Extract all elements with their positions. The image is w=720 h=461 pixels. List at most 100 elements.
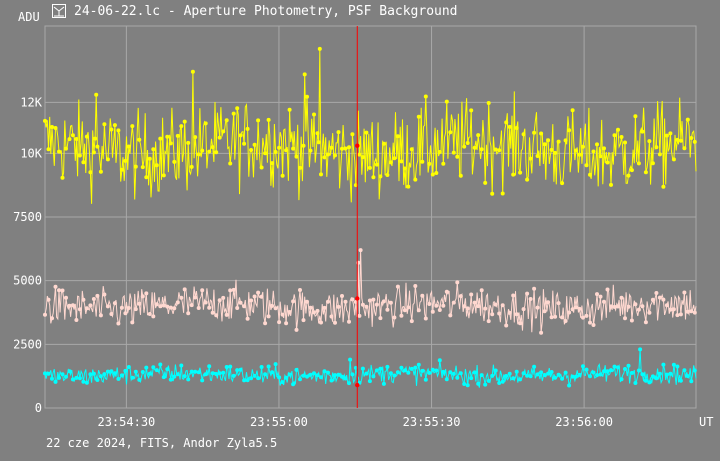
- data-point: [203, 372, 208, 377]
- data-point: [196, 306, 201, 310]
- data-point: [158, 304, 163, 309]
- data-point: [441, 161, 446, 166]
- data-point: [588, 172, 592, 177]
- data-point: [444, 377, 449, 382]
- data-point: [588, 374, 592, 379]
- data-point: [301, 318, 306, 323]
- data-point: [60, 175, 65, 180]
- data-point: [172, 374, 177, 379]
- data-point: [329, 145, 334, 150]
- data-point: [441, 303, 446, 308]
- data-point: [395, 134, 400, 139]
- data-point: [437, 358, 442, 363]
- data-point: [252, 294, 257, 299]
- data-point: [385, 364, 390, 369]
- data-point: [567, 383, 572, 388]
- data-point: [476, 133, 481, 138]
- x-tick-label: 23:55:00: [250, 415, 308, 429]
- data-point: [172, 306, 177, 311]
- data-point: [668, 307, 673, 312]
- data-point: [57, 149, 61, 154]
- data-point: [518, 321, 523, 326]
- data-point: [238, 133, 243, 138]
- data-point: [147, 156, 152, 161]
- data-point: [570, 307, 575, 312]
- series-line: [44, 250, 697, 333]
- data-point: [381, 381, 386, 386]
- data-point: [623, 140, 627, 145]
- data-point: [420, 368, 425, 373]
- data-point: [514, 126, 519, 130]
- data-point: [130, 124, 135, 129]
- data-point: [465, 141, 470, 145]
- data-point: [605, 287, 610, 292]
- data-point: [682, 368, 687, 373]
- data-point: [137, 377, 142, 382]
- data-point: [462, 382, 467, 386]
- data-point: [179, 124, 184, 129]
- data-point: [546, 300, 551, 305]
- data-point: [497, 148, 502, 153]
- data-point: [50, 376, 54, 381]
- data-point: [224, 365, 229, 369]
- data-point: [210, 371, 215, 376]
- data-point: [636, 368, 641, 373]
- data-point: [493, 147, 498, 152]
- data-point: [570, 374, 575, 379]
- data-point: [535, 305, 540, 310]
- data-point: [256, 118, 261, 123]
- data-point: [193, 369, 198, 374]
- data-point: [664, 303, 669, 308]
- data-point: [483, 306, 488, 311]
- data-point: [161, 375, 166, 380]
- data-point: [242, 378, 247, 383]
- data-point: [577, 306, 582, 311]
- data-point: [423, 316, 428, 321]
- data-point: [367, 379, 372, 384]
- data-point: [84, 380, 89, 385]
- data-point: [493, 368, 498, 373]
- data-point: [270, 303, 275, 308]
- data-point: [609, 368, 613, 373]
- data-point: [598, 154, 603, 159]
- data-point: [53, 126, 58, 130]
- data-point: [294, 367, 299, 372]
- data-point: [595, 373, 599, 378]
- data-point: [689, 136, 694, 140]
- data-point: [591, 323, 596, 327]
- data-point: [692, 368, 697, 373]
- data-point: [109, 312, 114, 316]
- x-axis-label: UT: [699, 415, 713, 429]
- data-point: [235, 306, 240, 310]
- data-point: [252, 373, 257, 378]
- data-point: [598, 294, 603, 299]
- data-point: [270, 161, 275, 166]
- data-point: [546, 371, 551, 376]
- data-point: [175, 133, 180, 138]
- data-point: [388, 300, 393, 305]
- data-point: [455, 280, 460, 285]
- y-axis-label: ADU: [18, 10, 40, 24]
- data-point: [643, 378, 648, 383]
- data-point: [647, 380, 652, 385]
- data-point: [182, 119, 187, 124]
- data-point: [291, 299, 296, 304]
- data-point: [581, 364, 585, 369]
- data-point: [563, 370, 568, 375]
- data-point: [340, 146, 344, 151]
- data-point: [161, 173, 166, 178]
- data-point: [364, 130, 369, 135]
- cursor-marker: [355, 382, 360, 388]
- data-point: [657, 371, 662, 376]
- app-icon: [52, 4, 66, 18]
- data-point: [109, 369, 114, 374]
- data-point: [91, 371, 96, 376]
- data-point: [661, 184, 666, 189]
- data-point: [322, 155, 327, 160]
- data-point: [280, 173, 285, 178]
- data-point: [77, 307, 82, 312]
- data-point: [500, 303, 505, 308]
- data-point: [302, 72, 307, 77]
- data-point: [406, 305, 411, 310]
